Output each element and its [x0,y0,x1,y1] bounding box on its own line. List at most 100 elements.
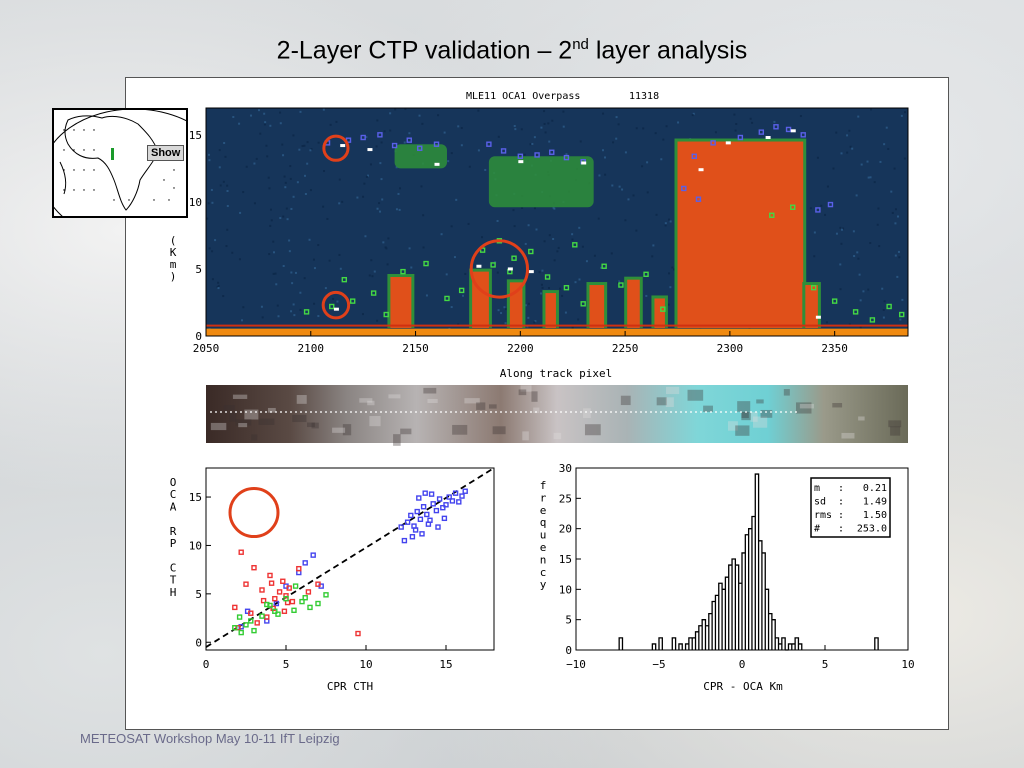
low-marker [899,311,905,318]
high-marker [758,129,765,135]
noise-speckle [226,184,229,187]
curtain-plot: 2050 2100 2150 2200 2250 2300 2350 0 5 10 15 MLE11 … [170,91,909,380]
low-marker [329,303,335,310]
noise-speckle [497,309,500,312]
noise-speckle [561,294,564,297]
noise-speckle [578,278,581,281]
noise-speckle [604,156,607,159]
stats-value: 1.50 [863,510,887,521]
noise-speckle [859,326,862,329]
noise-speckle [460,144,463,147]
stats-value: 0.21 [863,483,887,494]
rgb-strip [206,385,908,446]
noise-speckle [272,240,275,243]
rgb-strip-texture [753,416,768,428]
noise-speckle [652,244,655,247]
noise-speckle [380,141,383,144]
noise-speckle [878,245,881,248]
noise-speckle [593,254,596,257]
rgb-strip-texture [553,432,562,440]
noise-speckle [846,151,849,154]
curtain-x-tick-label: 2150 [402,342,429,355]
show-button[interactable]: Show [147,145,185,161]
noise-speckle [284,186,287,189]
high-marker [827,201,834,208]
stats-box [810,477,891,538]
low-marker [660,306,666,312]
noise-speckle [534,320,537,323]
noise-speckle [548,140,551,143]
noise-speckle [457,125,460,128]
noise-speckle [275,283,278,286]
scatter-point [452,490,459,496]
noise-speckle [571,326,574,329]
noise-speckle [500,312,503,315]
noise-speckle [299,291,302,294]
noise-speckle [317,315,320,318]
noise-speckle [299,110,302,113]
noise-speckle [288,239,291,242]
white-marker [790,129,796,133]
curtain-x-tick-label: 2200 [507,342,534,355]
noise-speckle [304,174,307,177]
noise-speckle [214,239,217,242]
noise-speckle [677,121,680,124]
noise-speckle [877,207,880,210]
noise-speckle [364,235,367,238]
cloud-body [390,276,412,328]
noise-speckle [422,246,425,249]
scatter-point [449,498,456,504]
high-marker [360,134,366,141]
noise-speckle [269,224,272,227]
noise-speckle [691,114,694,117]
noise-speckle [266,155,269,158]
noise-speckle [481,236,484,239]
scatter-point [292,583,299,589]
noise-speckle [692,112,695,115]
rgb-strip-texture [735,425,750,436]
noise-speckle [238,122,241,125]
noise-speckle [635,229,638,232]
noise-speckle [669,286,672,289]
globe-inset: Show [52,108,188,218]
noise-speckle [535,228,538,231]
noise-speckle [497,135,500,138]
noise-speckle [556,250,559,253]
noise-speckle [574,281,577,284]
noise-speckle [642,127,645,130]
noise-speckle [403,141,406,144]
rgb-strip-texture [251,434,258,441]
noise-speckle [547,122,550,125]
scatter-point [248,618,254,624]
stats-key: sd [814,497,826,508]
noise-speckle [379,210,382,213]
scatter-point [251,565,257,571]
rgb-strip-texture [476,402,486,410]
low-marker [618,282,624,288]
noise-speckle [597,217,600,220]
scatter-point [417,516,424,523]
noise-speckle [445,273,448,276]
noise-speckle [852,230,855,233]
noise-speckle [557,246,560,249]
noise-speckle [559,287,562,290]
scatter-x-tick-label: 15 [439,658,452,671]
rgb-strip-texture [656,397,667,406]
scatter-point [414,508,420,515]
scatter-y-label: C [170,488,177,501]
noise-speckle [867,176,870,179]
noise-speckle [207,202,210,205]
noise-speckle [611,184,614,187]
noise-speckle [387,237,390,240]
noise-speckle [615,116,618,119]
high-marker [773,124,779,130]
noise-speckle [317,244,320,247]
noise-speckle [857,115,860,118]
noise-speckle [879,160,882,163]
noise-speckle [531,142,534,145]
noise-speckle [329,123,332,126]
scatter-point [264,614,270,620]
rgb-strip-texture [423,387,437,394]
noise-speckle [816,156,819,159]
